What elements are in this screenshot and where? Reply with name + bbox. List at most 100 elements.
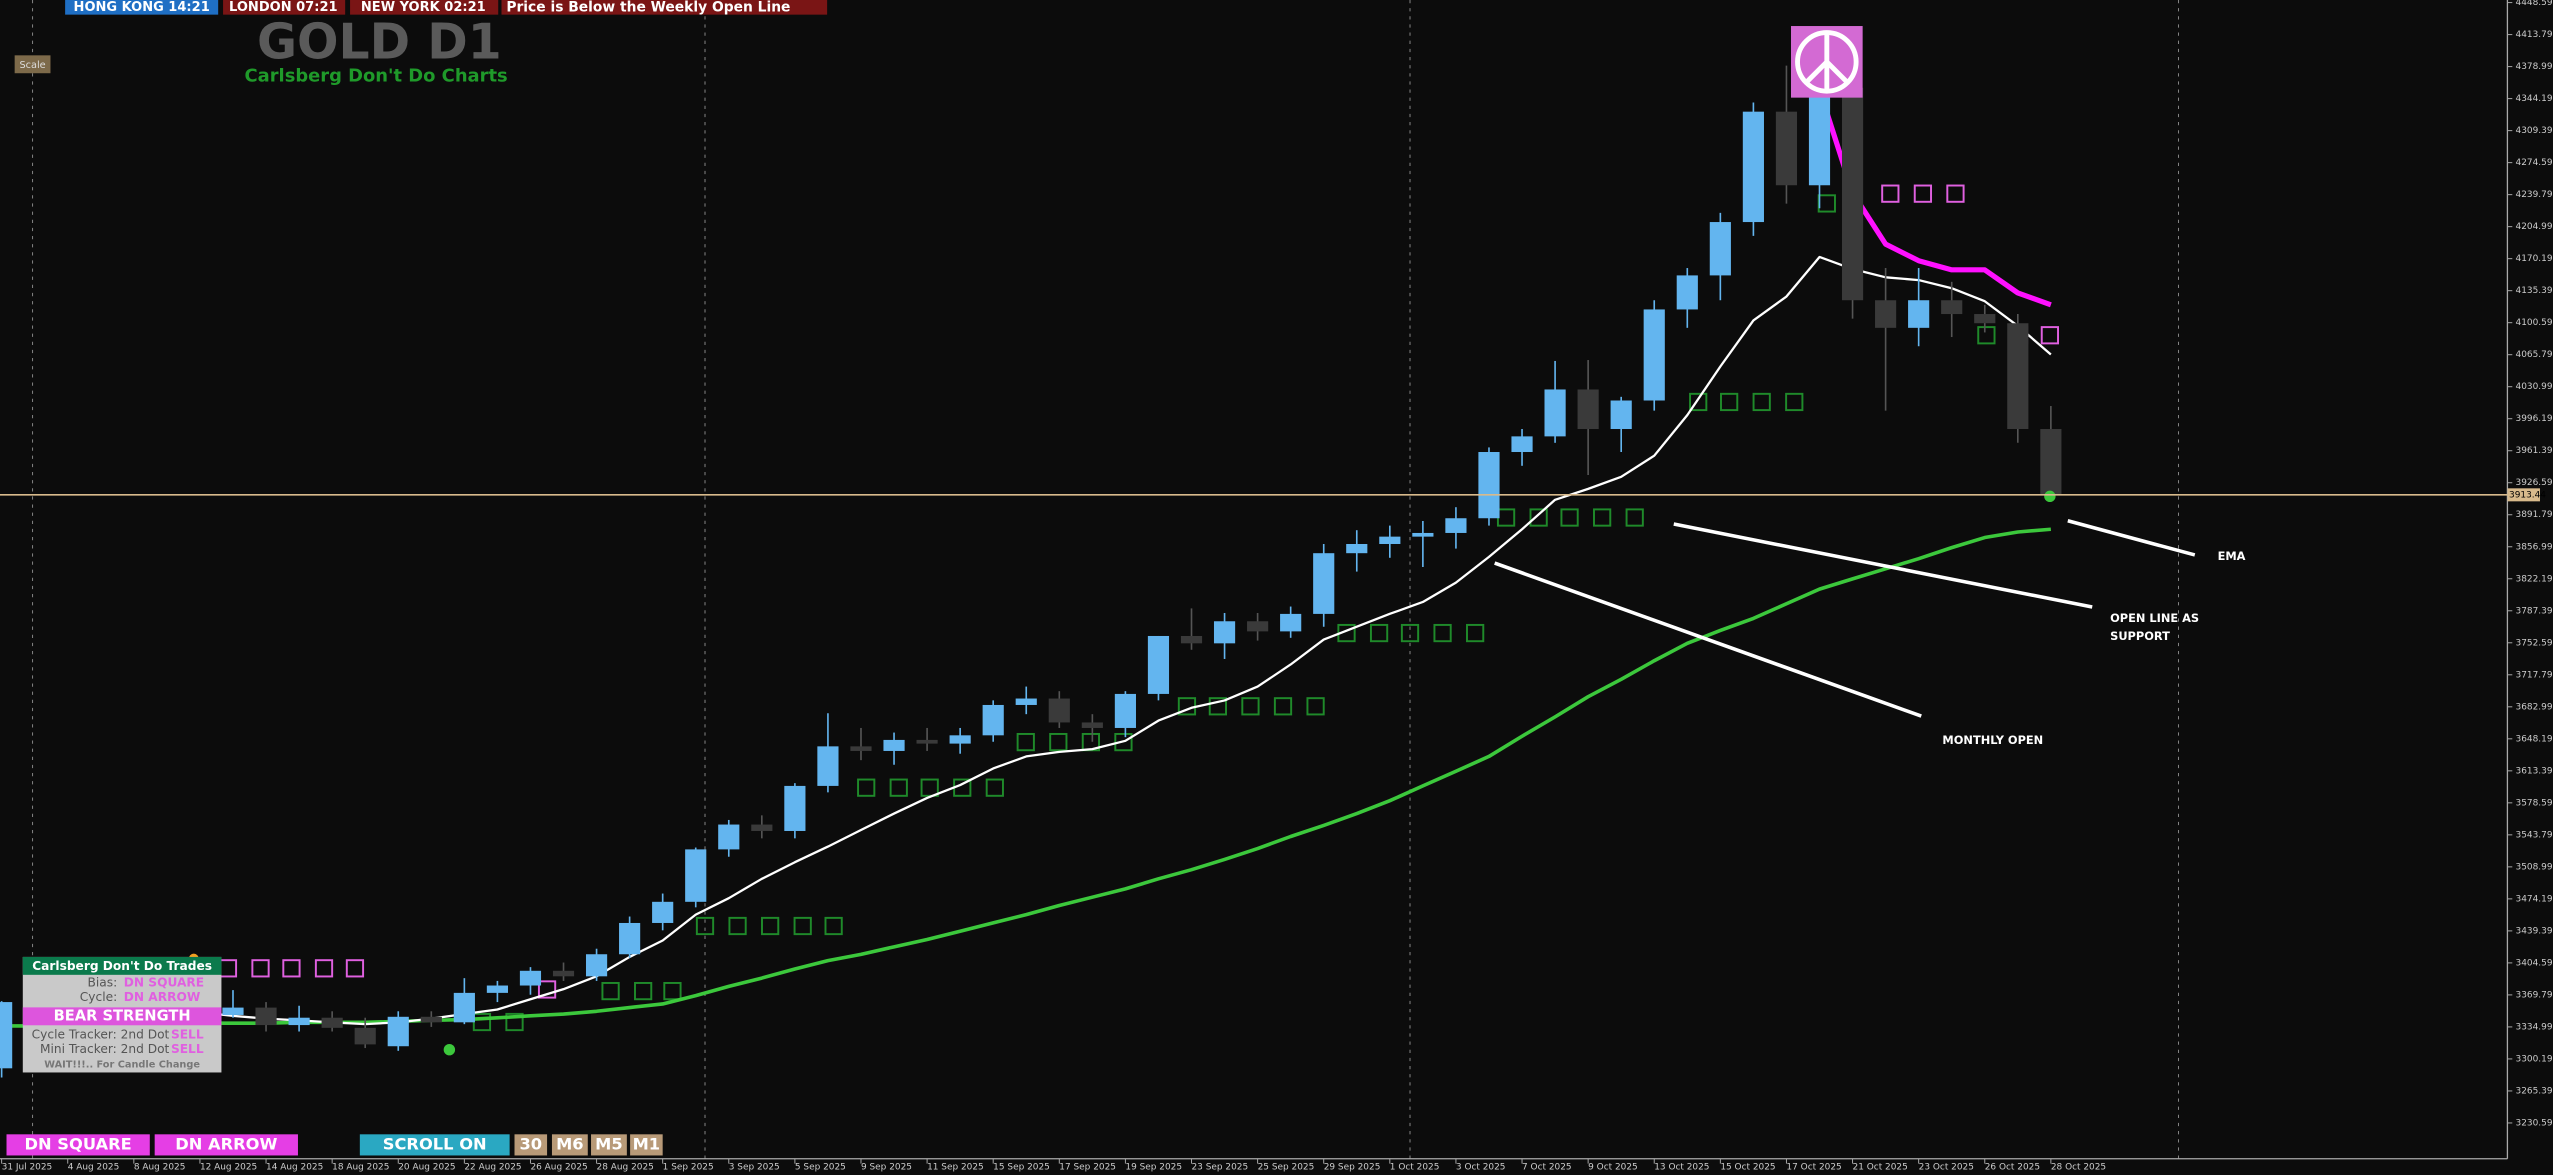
button-bg[interactable] [6,1134,150,1156]
signal-square [1977,326,1996,345]
y-tick-label: 4239.79 [2516,190,2553,200]
candle-body [1742,111,1764,223]
candle-body [1015,698,1037,705]
x-tick-label: 31 Jul 2025 [2,1162,53,1172]
y-tick-label: 3404.59 [2516,958,2553,968]
candle-body [1941,300,1963,315]
signal-square [1049,732,1068,752]
signal-square [1560,508,1579,527]
button-bg[interactable] [359,1134,510,1156]
y-tick-label: 3543.79 [2516,830,2553,840]
button[interactable]: 30 [519,1134,542,1153]
button[interactable]: M5 [595,1134,623,1153]
annotations: EMA OPEN LINE AS SUPPORT MONTHLY OPEN [1942,549,2245,747]
annotation-line [1494,561,1922,718]
candle-body [784,785,806,831]
signal-square [1529,508,1548,527]
button-bg[interactable] [154,1134,298,1156]
plot [0,64,2062,1078]
button[interactable]: M1 [633,1134,661,1153]
candle-body [949,735,971,744]
scale-button[interactable] [14,55,51,74]
button[interactable]: DN SQUARE [25,1134,132,1153]
panel-value: DN SQUARE [124,975,204,989]
y-tick-label: 4309.39 [2516,126,2553,136]
x-tick-label: 11 Sep 2025 [927,1162,984,1172]
button-bg[interactable] [514,1134,548,1156]
candle-body [1478,452,1500,519]
candle-body [1048,698,1070,723]
y-tick-label: 3717.79 [2516,670,2553,680]
candle-body [1379,536,1401,544]
candle-body [1412,532,1434,537]
button-bg[interactable] [591,1134,627,1156]
y-tick-label: 4100.59 [2516,318,2553,328]
alert: Price is Below the Weekly Open Line [506,0,790,15]
y-tick-label: 3752.59 [2516,638,2553,648]
y-tick-label: 3822.19 [2516,574,2553,584]
current-price-label: 3913.44 [2509,490,2546,500]
candle-body [288,1017,310,1026]
y-tick-label: 4170.19 [2516,254,2553,264]
marker-sign [1805,32,1849,92]
panel-label: Cycle Tracker: 2nd Dot [32,1028,170,1042]
candle-body [1247,621,1269,632]
button-bg[interactable] [630,1134,663,1156]
y-tick-label: 3300.19 [2516,1054,2553,1064]
y-tick-label: 4030.99 [2516,382,2553,392]
x-tick-label: 17 Sep 2025 [1059,1162,1116,1172]
candle-body [420,1016,442,1023]
annotation: MONTHLY OPEN [1942,733,2043,747]
x-tick-label: 12 Aug 2025 [200,1162,257,1172]
candle-body [1114,693,1136,728]
signal-square [1720,392,1739,412]
candle-body [1445,518,1467,533]
panel-value: SELL [171,1028,204,1042]
button[interactable]: SCROLL ON [383,1134,487,1153]
x-tick-label: 3 Oct 2025 [1456,1162,1506,1172]
y-tick-label: 3230.59 [2516,1118,2553,1128]
annotation-line [2067,519,2196,557]
button[interactable]: M6 [556,1134,584,1153]
button-bg[interactable] [551,1134,588,1156]
y-tick-label: 3926.59 [2516,478,2553,488]
candle-body [1313,553,1335,614]
x-tick-label: 15 Oct 2025 [1720,1162,1775,1172]
signal-marker [1791,26,1863,98]
signal-square [1273,697,1293,716]
signal-square [1400,623,1420,643]
signal-square [1114,732,1133,752]
y-tick-label: 4413.79 [2516,30,2553,40]
y-tick-label: 4448.59 [2516,0,2553,8]
candle-body [1511,436,1533,453]
signal-square [1306,697,1325,716]
x-tick-label: 14 Aug 2025 [266,1162,323,1172]
candle-body [387,1016,409,1047]
y-tick-label: 3334.99 [2516,1022,2553,1032]
session: HONG KONG 14:21 [74,0,210,15]
annotation: EMA [2218,549,2246,563]
x-tick-label: 1 Sep 2025 [663,1162,714,1172]
signal-square [251,959,270,978]
candle-body [850,746,872,751]
signal-square [1466,623,1485,643]
signal-square [345,959,365,978]
x-tick-label: 19 Sep 2025 [1125,1162,1182,1172]
chart-title: GOLD D1 [257,14,502,71]
x-tick-label: 17 Oct 2025 [1786,1162,1841,1172]
panel-label: Mini Tracker: 2nd Dot [40,1042,170,1056]
y-tick-label: 3996.19 [2516,414,2553,424]
signal-square [1241,697,1260,716]
candle-body [354,1027,376,1045]
panel-value: SELL [171,1042,204,1056]
scale-label[interactable]: Scale [19,60,45,71]
dot [443,1043,456,1056]
button[interactable]: DN ARROW [175,1134,277,1153]
dot [2044,490,2056,503]
candle-body [652,901,674,923]
candle-body [1643,309,1665,401]
signal-square [663,981,682,1001]
signal-square [761,916,780,936]
